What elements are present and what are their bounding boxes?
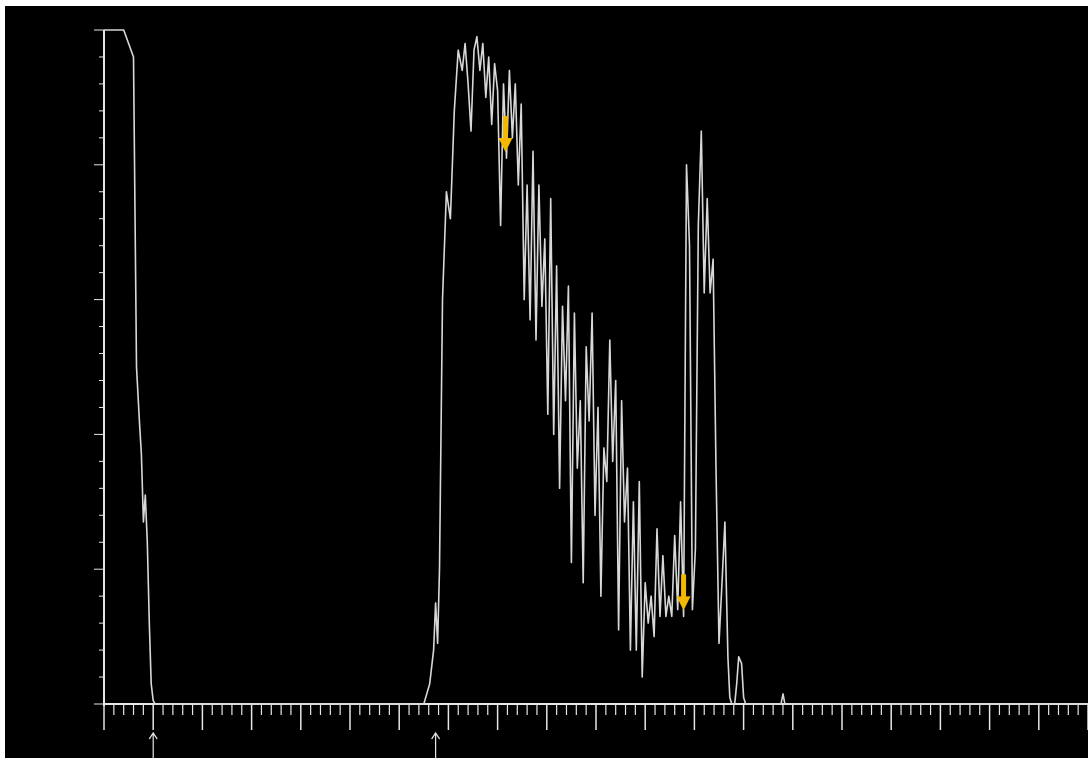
annotations-layer — [148, 116, 691, 758]
series-layer — [104, 29, 1088, 705]
marker-arrow-head — [431, 731, 441, 740]
marker-arrow-icon — [431, 731, 441, 758]
peak-arrow-icon — [676, 574, 691, 611]
peak-arrow-shaft — [502, 116, 508, 141]
line-chart — [5, 6, 1088, 758]
marker-arrow-icon — [148, 731, 158, 758]
peak-arrow-icon — [498, 116, 513, 153]
marker-arrow-head — [148, 731, 158, 740]
series-line-1 — [104, 29, 1088, 705]
peak-arrow-head — [676, 596, 691, 611]
chart-panel — [5, 6, 1088, 758]
peak-arrow-shaft — [681, 574, 687, 599]
peak-arrow-head — [498, 138, 513, 153]
